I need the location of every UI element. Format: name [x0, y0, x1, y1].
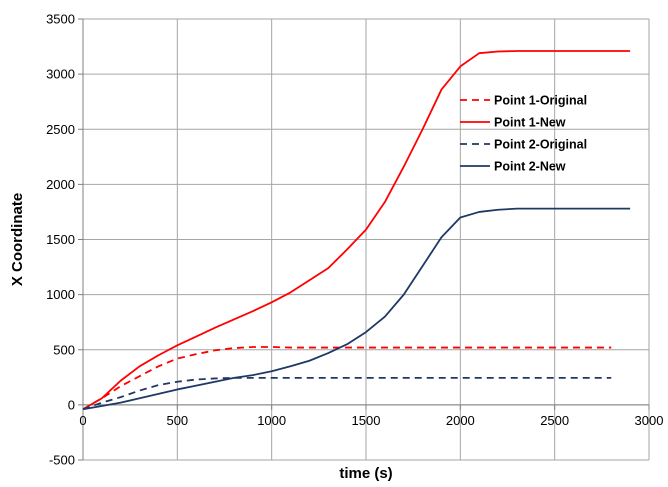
y-tick-label: 3500 — [46, 12, 75, 27]
x-axis-title: time (s) — [339, 465, 392, 482]
series-line-point-1-new — [82, 50, 631, 411]
y-tick-label: 0 — [68, 397, 75, 412]
series-line-point-2-original — [82, 376, 612, 411]
x-tick-label: 1500 — [352, 413, 381, 428]
x-tick-label: 3000 — [635, 413, 664, 428]
tick-labels: 0 500 1000 1500 2000 2500 3000 -500 0 500 1000 1500… — [46, 12, 663, 468]
series-line-point-2-new — [82, 207, 631, 411]
x-tick-label: 0 — [79, 413, 86, 428]
y-tick-label: 2500 — [46, 122, 75, 137]
legend-label-point-1-original: Point 1-Original — [494, 94, 587, 108]
y-tick-label: 1000 — [46, 287, 75, 302]
y-tick-label: -500 — [49, 453, 75, 468]
axes — [78, 18, 650, 461]
legend-label-point-2-new: Point 2-New — [494, 160, 566, 174]
y-tick-label: 2000 — [46, 177, 75, 192]
series-line-point-1-original — [82, 346, 612, 411]
x-tick-label: 500 — [166, 413, 188, 428]
legend: Point 1-Original Point 1-New Point 2-Origi… — [460, 94, 587, 174]
y-tick-label: 3000 — [46, 67, 75, 82]
legend-label-point-2-original: Point 2-Original — [494, 138, 587, 152]
y-axis-title: X Coordinate — [9, 193, 26, 286]
x-tick-label: 2500 — [540, 413, 569, 428]
x-tick-label: 1000 — [257, 413, 286, 428]
y-tick-label: 1500 — [46, 232, 75, 247]
series — [82, 50, 631, 411]
legend-label-point-1-new: Point 1-New — [494, 116, 566, 130]
x-tick-label: 2000 — [446, 413, 475, 428]
y-tick-label: 500 — [53, 342, 75, 357]
